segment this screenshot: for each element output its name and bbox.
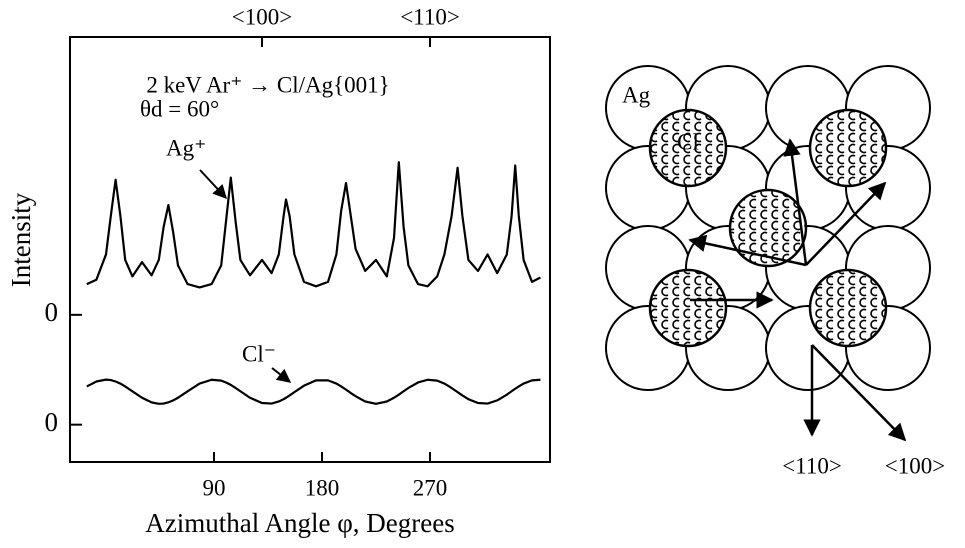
data-line [86,378,541,405]
cl-atom [808,108,888,188]
diagram-label: Cl [677,129,699,154]
cl-atom [648,108,728,188]
x-tick-label: 270 [413,475,448,500]
y-tick-label: 0 [45,297,59,327]
cl-atom [648,268,728,348]
annotation: 2 keV Ar⁺ → Cl/Ag{001} [146,72,389,97]
x2-tick-label: <100> [232,4,292,29]
plot-frame [69,36,551,463]
x-tick-label: 90 [203,475,226,500]
direction-arrow [688,234,807,267]
lattice-diagram [605,65,931,442]
y-axis-label: Intensity [6,192,36,287]
x2-tick-label: <110> [400,4,460,29]
y-tick-label: 0 [45,407,59,437]
diagram-label: <100> [885,453,945,478]
diagram-label: <110> [782,453,842,478]
series-label: Cl⁻ [242,341,276,366]
cl-atom [728,188,808,268]
direction-arrow [805,181,887,266]
arrow [199,169,227,200]
diagram-label: Ag [622,82,651,107]
data-line [86,161,541,289]
cl-atom [808,268,888,348]
direction-arrow [811,344,907,442]
x-axis-label: Azimuthal Angle φ, Degrees [145,508,455,538]
x-tick-label: 180 [305,475,340,500]
series-label: Ag⁺ [166,135,206,160]
annotation: θd = 60° [140,96,219,121]
direction-arrow [783,138,808,266]
arrow [271,367,292,383]
